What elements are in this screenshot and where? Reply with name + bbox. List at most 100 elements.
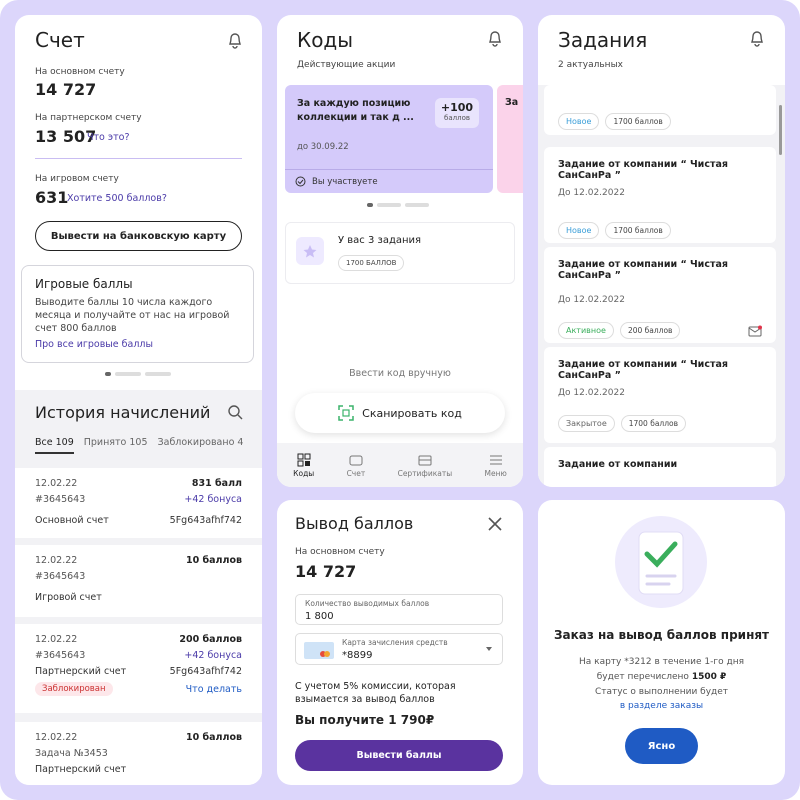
nav-label: Меню (484, 468, 507, 478)
status-active: Активное (558, 322, 614, 339)
search-icon[interactable] (227, 404, 243, 420)
pager-dot (367, 203, 373, 207)
task-card[interactable]: Новое 1700 баллов (544, 85, 776, 135)
task-card[interactable]: Задание от компании “ Чистая СанСанРа ” … (544, 247, 776, 343)
confirm-screen: Заказ на вывод баллов принят На карту *3… (538, 500, 785, 785)
badge-value: +100 (440, 101, 474, 114)
link[interactable]: Хотите 500 баллов? (67, 193, 167, 204)
close-icon[interactable] (487, 516, 503, 532)
id: #3645643 (35, 650, 86, 661)
ok-button[interactable]: Ясно (625, 728, 698, 764)
action-link[interactable]: Что делать (185, 683, 242, 695)
bell-icon[interactable] (227, 31, 243, 49)
nav-icon (418, 455, 432, 465)
history-item[interactable]: 12.02.22 10 баллов #3645643 Игровой счет (15, 545, 262, 617)
card-text: Выводите баллы 10 числа каждого месяца и… (35, 297, 230, 334)
status-new: Новое (558, 222, 600, 239)
check-icon (295, 176, 306, 187)
promo-text: За (505, 97, 519, 108)
status-text: Вы участвуете (312, 176, 378, 187)
tabs: Все 109 Принято 105 Заблокировано 4 (35, 437, 243, 454)
tasks-box[interactable]: У вас 3 задания 1700 БАЛЛОВ (285, 222, 515, 284)
scan-button[interactable]: Сканировать код (295, 393, 505, 433)
code: 5Fg643afhf742 (169, 515, 242, 526)
status-blocked: Заблокирован (35, 682, 113, 696)
pager-dot (145, 372, 171, 376)
nav-icon (349, 455, 363, 465)
nav-item[interactable]: Коды (293, 453, 314, 478)
promo-card[interactable]: За каждую позицию коллекции и так д ... … (285, 85, 493, 193)
card-select[interactable]: Карта зачисления средств *8899 (295, 633, 503, 665)
badge-unit: баллов (444, 114, 470, 122)
value: 14 727 (295, 562, 357, 581)
account: Партнерский счет (35, 666, 127, 677)
orders-link[interactable]: в разделе заказы (619, 701, 704, 711)
nav-icon (489, 455, 502, 464)
value: 14 727 (35, 80, 97, 99)
promo-date: до 30.09.22 (297, 142, 349, 152)
bell-icon[interactable] (749, 29, 765, 47)
account: Игровой счет (35, 592, 102, 603)
withdraw-button[interactable]: Вывести на банковскую карту (35, 221, 242, 251)
scan-icon (338, 405, 354, 421)
promo-card[interactable]: За (497, 85, 523, 193)
bell-icon[interactable] (487, 29, 503, 47)
nav-icon (297, 453, 311, 466)
nav-label: Коды (293, 468, 315, 478)
title: Вывод баллов (295, 514, 414, 533)
id: Задача №3453 (35, 748, 108, 759)
link[interactable]: Про все игровые баллы (35, 339, 153, 350)
success-illustration (615, 516, 707, 608)
points: 10 баллов (185, 555, 242, 566)
label: На игровом счету (35, 174, 119, 184)
result: Вы получите 1 790₽ (295, 713, 435, 727)
tab[interactable]: Принято 105 (83, 437, 148, 448)
date: 12.02.22 (35, 732, 78, 743)
badges: Новое 1700 баллов (558, 113, 671, 130)
manual-link[interactable]: Ввести код вручную (349, 368, 451, 379)
history-title: История начислений (35, 403, 211, 422)
tasks-badge: 1700 БАЛЛОВ (338, 255, 405, 271)
points: 200 баллов (619, 322, 681, 339)
promo-badge: +100 баллов (435, 98, 479, 128)
input-value: 1 800 (305, 611, 334, 622)
id: #3645643 (35, 571, 86, 582)
input-label: Количество выводимых баллов (305, 599, 430, 608)
code: 5Fg643afhf742 (169, 666, 242, 677)
history-item[interactable]: 12.02.22 200 баллов #3645643 +42 бонуса Па… (15, 624, 262, 713)
card-icon (304, 642, 334, 659)
card-title: Игровые баллы (35, 277, 133, 291)
points: 1700 баллов (620, 415, 687, 432)
history-item[interactable]: 12.02.22 10 баллов Задача №3453 Партнерск… (15, 722, 262, 785)
task-card[interactable]: Задание от компании “ Чистая СанСанРа ” … (544, 347, 776, 443)
history-item[interactable]: 12.02.22 831 балл #3645643 +42 бонуса Осно… (15, 468, 262, 538)
game-card: Игровые баллы Выводите баллы 10 числа ка… (21, 265, 254, 363)
nav-item[interactable]: Сертификаты (398, 453, 452, 478)
sum: 1500 ₽ (691, 672, 727, 682)
task-card[interactable]: Задание от компании (544, 447, 776, 487)
nav-item[interactable]: Меню (485, 453, 507, 478)
scrollbar[interactable] (779, 105, 782, 155)
subtitle: 2 актуальных (558, 60, 623, 70)
tab[interactable]: Все 109 (35, 437, 74, 454)
tab[interactable]: Заблокировано 4 (157, 437, 244, 448)
nav-bar: Коды Счет Сертификаты Меню (277, 443, 523, 487)
bonus: +42 бонуса (184, 650, 242, 661)
amount-input[interactable]: Количество выводимых баллов 1 800 (295, 594, 503, 625)
message: На карту *3212 в течение 1-го дня будет … (568, 655, 755, 685)
message-text: На карту *3212 в течение 1-го дня будет … (578, 657, 745, 682)
label: На партнерском счету (35, 113, 142, 123)
status-text: Статус о выполнении будет (594, 687, 729, 697)
pager-dot (377, 203, 401, 207)
title: Заказ на вывод баллов принят (553, 628, 770, 642)
value: 13 507 (35, 127, 97, 146)
submit-button[interactable]: Вывести баллы (295, 740, 503, 771)
status-closed: Закрытое (558, 415, 615, 432)
link[interactable]: Что это? (87, 132, 130, 143)
pager-dot (405, 203, 429, 207)
nav-item[interactable]: Счет (347, 453, 365, 478)
task-card[interactable]: Задание от компании “ Чистая СанСанРа ” … (544, 147, 776, 243)
